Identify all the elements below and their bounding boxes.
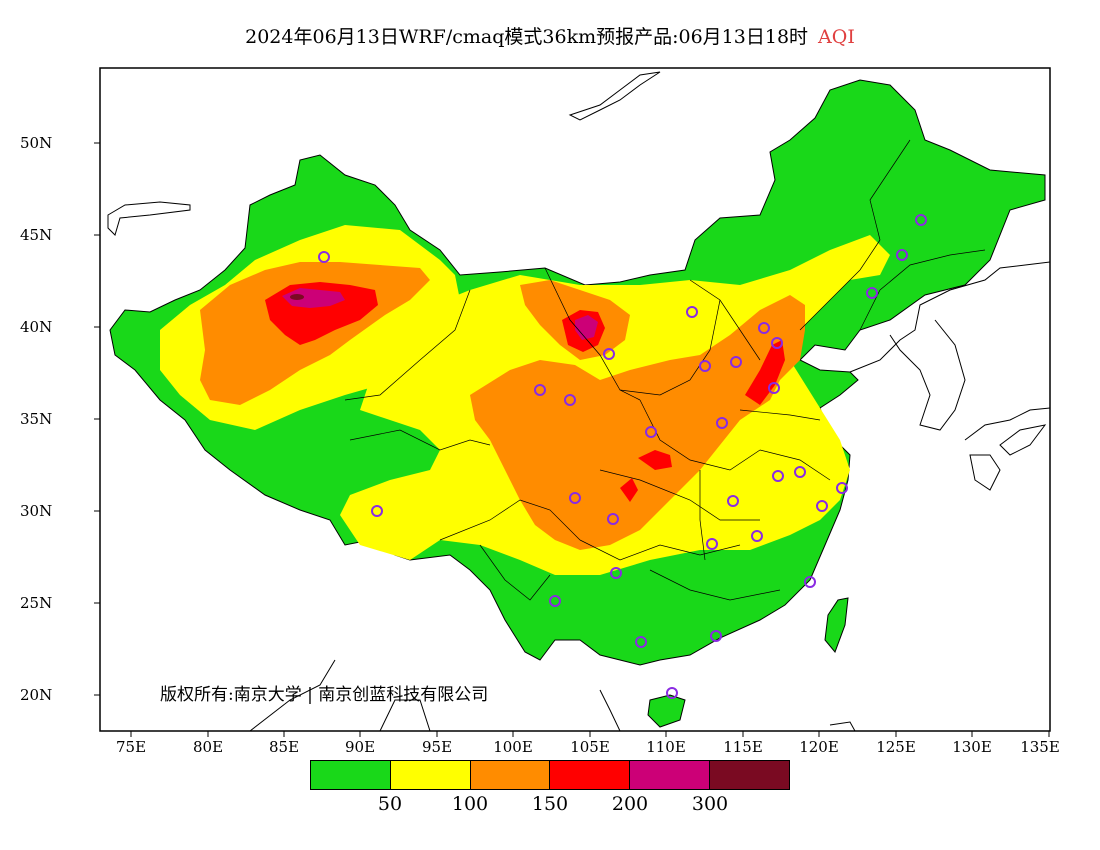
colorbar-label-200: 200	[611, 793, 649, 815]
city-marker	[710, 630, 722, 642]
zone-usg-central	[470, 295, 805, 550]
zone-very-unhealthy-tarim	[282, 288, 345, 308]
map-frame	[99, 67, 1051, 732]
city-marker	[699, 360, 711, 372]
city-marker	[716, 417, 728, 429]
lon-label-85e: 85E	[268, 738, 300, 756]
lon-label-100e: 100E	[493, 738, 533, 756]
colorbar-label-50: 50	[377, 793, 403, 815]
zone-unhealthy-hubei	[638, 450, 672, 470]
lon-label-135e: 135E	[1020, 738, 1060, 756]
city-marker	[727, 495, 739, 507]
city-marker	[772, 470, 784, 482]
city-marker	[768, 382, 780, 394]
city-marker	[771, 337, 783, 349]
city-marker	[318, 251, 330, 263]
city-marker	[751, 530, 763, 542]
city-marker	[730, 356, 742, 368]
city-marker	[564, 394, 576, 406]
lon-label-115e: 115E	[723, 738, 763, 756]
axis-ticks	[94, 142, 1050, 737]
city-marker	[371, 505, 383, 517]
title-text: 2024年06月13日WRF/cmaq模式36km预报产品:06月13日18时	[245, 26, 809, 48]
city-marker	[866, 287, 878, 299]
city-marker	[836, 482, 848, 494]
lon-label-110e: 110E	[646, 738, 686, 756]
colorbar-cell-unhealthy	[550, 761, 631, 789]
city-marker	[569, 492, 581, 504]
zone-unhealthy-hebei	[745, 340, 785, 405]
lon-label-105e: 105E	[570, 738, 610, 756]
city-marker	[915, 214, 927, 226]
lon-label-120e: 120E	[799, 738, 839, 756]
copyright-text: 版权所有:南京大学 | 南京创蓝科技有限公司	[160, 685, 489, 705]
lat-label-50n: 50N	[20, 134, 53, 152]
map-title: 2024年06月13日WRF/cmaq模式36km预报产品:06月13日18时 A…	[0, 22, 1100, 49]
lon-label-125e: 125E	[876, 738, 916, 756]
city-marker	[666, 687, 678, 699]
city-marker	[804, 576, 816, 588]
city-marker	[758, 322, 770, 334]
city-marker	[706, 538, 718, 550]
lat-label-25n: 25N	[20, 594, 53, 612]
city-marker	[686, 306, 698, 318]
city-marker	[610, 567, 622, 579]
hainan-island	[647, 694, 686, 728]
city-marker	[549, 595, 561, 607]
variable-label: AQI	[818, 26, 855, 48]
lon-label-75e: 75E	[115, 738, 147, 756]
lon-label-90e: 90E	[344, 738, 376, 756]
colorbar-label-100: 100	[451, 793, 489, 815]
city-marker	[816, 500, 828, 512]
colorbar-label-150: 150	[531, 793, 569, 815]
city-marker	[603, 348, 615, 360]
colorbar-cell-good	[311, 761, 391, 789]
lat-label-40n: 40N	[20, 318, 53, 336]
neighbor-outlines	[107, 71, 1050, 731]
city-marker	[896, 249, 908, 261]
city-marker	[635, 636, 647, 648]
zone-unhealthy-chongqing	[620, 478, 638, 502]
zone-hazardous-tarim	[290, 294, 304, 300]
aqi-colorbar	[310, 760, 790, 790]
lon-label-80e: 80E	[192, 738, 224, 756]
colorbar-cell-very-unhealthy	[630, 761, 711, 789]
lon-label-95e: 95E	[421, 738, 453, 756]
colorbar-cell-moderate	[390, 761, 471, 789]
lon-label-130e: 130E	[952, 738, 992, 756]
lat-label-20n: 20N	[20, 686, 53, 704]
city-marker	[607, 513, 619, 525]
lat-label-30n: 30N	[20, 502, 53, 520]
colorbar-cell-hazardous	[710, 761, 789, 789]
city-markers	[318, 214, 927, 699]
lat-label-45n: 45N	[20, 226, 53, 244]
lat-label-35n: 35N	[20, 410, 53, 428]
zone-very-unhealthy-ningxia	[575, 315, 598, 340]
city-marker	[645, 426, 657, 438]
city-marker	[794, 466, 806, 478]
colorbar-cell-usg	[470, 761, 551, 789]
colorbar-label-300: 300	[691, 793, 729, 815]
city-marker	[534, 384, 546, 396]
taiwan-island	[824, 597, 849, 653]
